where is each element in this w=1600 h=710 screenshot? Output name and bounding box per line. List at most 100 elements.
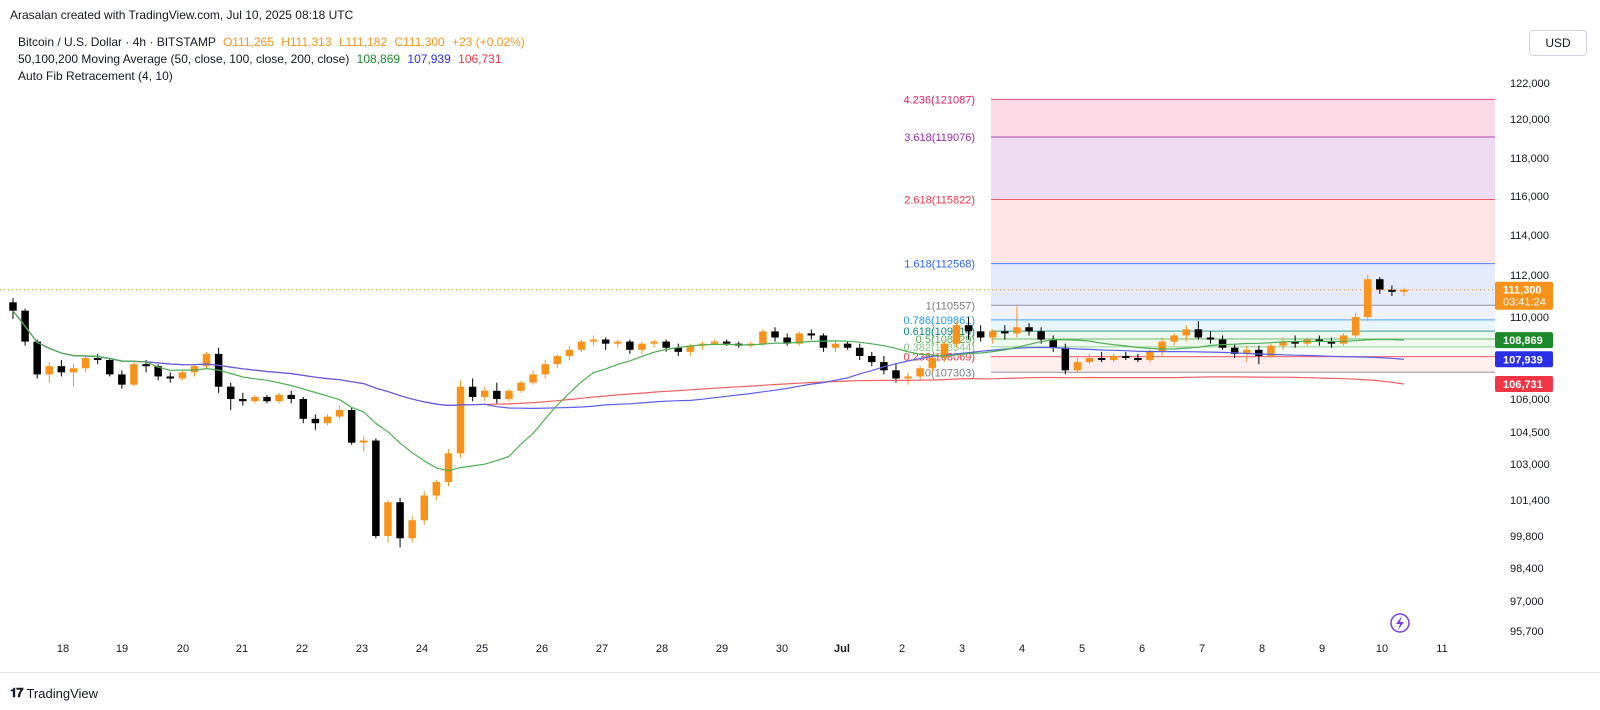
fib-zone	[991, 137, 1495, 200]
x-tick-label: 27	[596, 643, 608, 655]
candle-body	[1146, 351, 1154, 361]
candle-body	[565, 349, 574, 356]
candle-body	[1327, 341, 1336, 344]
candle-body	[69, 368, 78, 373]
x-tick-label: 29	[716, 643, 728, 655]
fib-zone	[991, 99, 1495, 138]
ma50-value: 108,869	[356, 52, 401, 66]
ma-row[interactable]: 50,100,200 Moving Average (50, close, 10…	[18, 51, 525, 68]
footer-divider	[0, 672, 1600, 673]
candle-body	[9, 302, 17, 311]
candle-body	[1388, 289, 1396, 292]
candle-body	[1255, 349, 1263, 356]
ma50-badge-bg	[1495, 332, 1553, 349]
candle-body	[1315, 339, 1324, 342]
x-tick-label: 28	[656, 643, 668, 655]
candle-body	[444, 453, 453, 482]
candle-body	[408, 520, 416, 539]
candle-body	[541, 364, 549, 375]
lightning-icon-circle	[1390, 613, 1410, 633]
fib-level-label: 4.236(121087)	[903, 94, 975, 106]
candle-body	[166, 376, 174, 379]
x-tick-label: 21	[236, 643, 248, 655]
candle-body	[1158, 341, 1166, 352]
last-price-badge-countdown: 03:41:24	[1503, 297, 1546, 309]
candle-body	[1194, 329, 1203, 338]
x-tick-label: 25	[476, 643, 488, 655]
candle-body	[226, 386, 235, 399]
ma50-badge: 108,869	[1503, 335, 1543, 347]
candle-body	[251, 396, 259, 402]
candle-body	[831, 343, 840, 348]
open-value: O111,265	[222, 35, 274, 49]
fib-level-label: 0.786(109861)	[903, 315, 975, 327]
candle-body	[1363, 279, 1372, 317]
candle-body	[892, 370, 900, 379]
x-tick-label: 5	[1079, 643, 1085, 655]
x-tick-label: 22	[296, 643, 308, 655]
fib-row[interactable]: Auto Fib Retracement (4, 10)	[18, 68, 525, 85]
candle-body	[626, 341, 634, 350]
candle-body	[33, 341, 41, 375]
chart-legend: Bitcoin / U.S. Dollar · 4h · BITSTAMP O1…	[18, 34, 525, 85]
fib-indicator-label: Auto Fib Retracement (4, 10)	[18, 69, 173, 83]
candle-body	[517, 382, 525, 391]
candle-body	[480, 390, 489, 397]
x-tick-label: 8	[1259, 643, 1265, 655]
candle-body	[45, 366, 54, 375]
candle-body	[650, 341, 658, 344]
last-price-badge-bg	[1495, 281, 1553, 310]
candle-body	[202, 353, 211, 367]
y-tick-label: 99,800	[1510, 531, 1544, 543]
ma200-badge-bg	[1495, 376, 1553, 393]
fib-level-label: 0(107303)	[925, 367, 975, 379]
fib-zone	[991, 199, 1495, 264]
symbol-row[interactable]: Bitcoin / U.S. Dollar · 4h · BITSTAMP O1…	[18, 34, 525, 51]
low-value: L111,182	[338, 35, 388, 49]
candle-body	[130, 364, 138, 385]
fib-zone	[991, 331, 1495, 339]
y-tick-label: 103,000	[1510, 459, 1550, 471]
tradingview-brand[interactable]: 𝟏𝟕 TradingView	[10, 685, 98, 701]
candle-body	[638, 343, 646, 350]
candle-body	[662, 341, 670, 348]
candle-body	[1279, 341, 1287, 346]
candle-body	[299, 399, 308, 419]
candle-body	[843, 343, 852, 348]
y-tick-label: 106,000	[1510, 394, 1550, 406]
currency-button[interactable]: USD	[1529, 30, 1587, 56]
x-tick-label: Jul	[834, 643, 850, 655]
candle-body	[1376, 279, 1384, 290]
brand-label: TradingView	[26, 685, 99, 701]
candle-body	[456, 386, 465, 454]
candle-body	[396, 502, 404, 539]
x-tick-label: 30	[776, 643, 788, 655]
candle-body	[940, 343, 949, 358]
candle-body	[601, 339, 610, 344]
x-tick-label: 19	[116, 643, 128, 655]
candle-body	[1061, 347, 1070, 371]
y-tick-label: 120,000	[1510, 114, 1550, 126]
y-tick-label: 110,000	[1510, 312, 1549, 324]
candle-body	[759, 331, 767, 344]
candle-body	[771, 331, 779, 338]
candle-body	[855, 347, 864, 356]
y-tick-label: 114,000	[1510, 230, 1549, 242]
candle-body	[1085, 358, 1094, 363]
x-tick-label: 4	[1019, 643, 1025, 655]
x-tick-label: 3	[959, 643, 965, 655]
y-tick-label: 122,000	[1510, 78, 1550, 90]
x-tick-label: 6	[1139, 643, 1145, 655]
candle-body	[347, 410, 356, 443]
price-chart[interactable]: 122,000 120,000 118,000 116,000 114,000 112,0…	[0, 0, 1600, 672]
candle-body	[904, 376, 912, 379]
fib-level-label: 1.618(112568)	[904, 259, 975, 271]
candle-body	[1218, 339, 1227, 348]
candle-body	[928, 358, 937, 369]
y-tick-label: 104,500	[1510, 427, 1550, 439]
candle-body	[614, 341, 622, 344]
x-tick-label: 24	[416, 643, 428, 655]
candle-body	[1339, 335, 1348, 344]
candle-body	[311, 418, 320, 424]
change-value: +23 (+0.02%)	[452, 35, 525, 49]
